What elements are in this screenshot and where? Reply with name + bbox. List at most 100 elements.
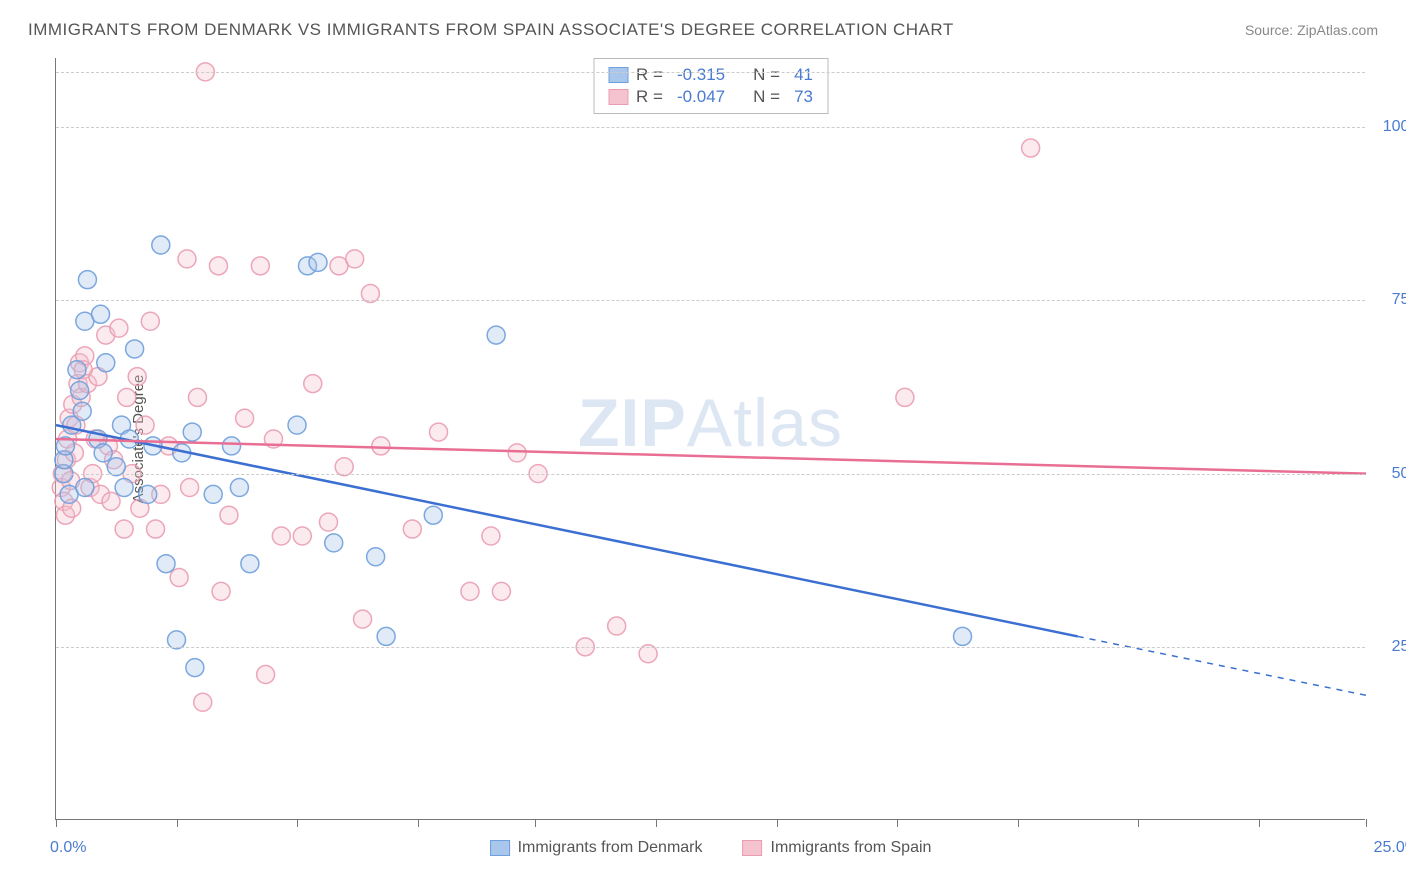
- data-point: [71, 382, 89, 400]
- gridline: [56, 300, 1365, 301]
- data-point: [346, 250, 364, 268]
- data-point: [68, 361, 86, 379]
- data-point: [309, 253, 327, 271]
- data-point: [204, 485, 222, 503]
- data-point: [430, 423, 448, 441]
- data-point: [482, 527, 500, 545]
- data-point: [157, 555, 175, 573]
- gridline: [56, 127, 1365, 128]
- source-attribution: Source: ZipAtlas.com: [1245, 22, 1378, 38]
- data-point: [73, 402, 91, 420]
- swatch-denmark-icon: [490, 840, 510, 856]
- swatch-denmark: [608, 67, 628, 83]
- x-tick: [1018, 819, 1019, 827]
- data-point: [139, 485, 157, 503]
- data-point: [230, 478, 248, 496]
- data-point: [487, 326, 505, 344]
- data-point: [367, 548, 385, 566]
- data-point: [372, 437, 390, 455]
- data-point: [94, 444, 112, 462]
- data-point: [212, 582, 230, 600]
- data-point: [194, 693, 212, 711]
- data-point: [78, 271, 96, 289]
- data-point: [223, 437, 241, 455]
- x-tick: [1366, 819, 1367, 827]
- gridline: [56, 72, 1365, 73]
- data-point: [188, 388, 206, 406]
- r-label: R =: [636, 87, 663, 107]
- x-tick: [1259, 819, 1260, 827]
- x-tick: [56, 819, 57, 827]
- data-point: [186, 659, 204, 677]
- data-point: [236, 409, 254, 427]
- data-point: [92, 305, 110, 323]
- bottom-legend: Immigrants from Denmark Immigrants from …: [490, 839, 932, 857]
- data-point: [136, 416, 154, 434]
- plot-area: Associate's Degree ZIPAtlas R = -0.315 N…: [55, 58, 1365, 820]
- n-value-spain: 73: [794, 87, 813, 107]
- y-tick-label: 75.0%: [1392, 291, 1406, 309]
- swatch-spain-icon: [742, 840, 762, 856]
- data-point: [183, 423, 201, 441]
- data-point: [76, 478, 94, 496]
- data-point: [118, 388, 136, 406]
- data-point: [325, 534, 343, 552]
- data-point: [102, 492, 120, 510]
- data-point: [304, 375, 322, 393]
- r-value-spain: -0.047: [677, 87, 725, 107]
- r-value-denmark: -0.315: [677, 65, 725, 85]
- data-point: [508, 444, 526, 462]
- gridline: [56, 647, 1365, 648]
- x-axis-max-label: 25.0%: [1374, 839, 1406, 857]
- data-point: [170, 569, 188, 587]
- data-point: [141, 312, 159, 330]
- data-point: [354, 610, 372, 628]
- regression-line: [56, 439, 1366, 474]
- x-tick: [777, 819, 778, 827]
- data-point: [126, 340, 144, 358]
- y-tick-label: 50.0%: [1392, 465, 1406, 483]
- legend-item-denmark: Immigrants from Denmark: [490, 839, 703, 857]
- data-point: [424, 506, 442, 524]
- regression-line: [56, 425, 1078, 636]
- r-label: R =: [636, 65, 663, 85]
- gridline: [56, 474, 1365, 475]
- x-tick: [656, 819, 657, 827]
- data-point: [241, 555, 259, 573]
- legend-label-denmark: Immigrants from Denmark: [518, 839, 703, 857]
- data-point: [896, 388, 914, 406]
- n-label: N =: [753, 87, 780, 107]
- data-point: [288, 416, 306, 434]
- data-point: [128, 368, 146, 386]
- chart-svg: [56, 58, 1365, 819]
- data-point: [152, 236, 170, 254]
- data-point: [492, 582, 510, 600]
- n-label: N =: [753, 65, 780, 85]
- data-point: [209, 257, 227, 275]
- x-tick: [177, 819, 178, 827]
- data-point: [115, 520, 133, 538]
- data-point: [1022, 139, 1040, 157]
- data-point: [319, 513, 337, 531]
- regression-line-extrapolated: [1078, 636, 1366, 695]
- stats-legend-box: R = -0.315 N = 41 R = -0.047 N = 73: [593, 58, 828, 114]
- data-point: [181, 478, 199, 496]
- data-point: [272, 527, 290, 545]
- data-point: [147, 520, 165, 538]
- data-point: [115, 478, 133, 496]
- data-point: [220, 506, 238, 524]
- data-point: [97, 354, 115, 372]
- y-tick-label: 100.0%: [1383, 118, 1406, 136]
- data-point: [110, 319, 128, 337]
- x-tick: [897, 819, 898, 827]
- data-point: [178, 250, 196, 268]
- x-tick: [297, 819, 298, 827]
- legend-item-spain: Immigrants from Spain: [742, 839, 931, 857]
- data-point: [403, 520, 421, 538]
- x-tick: [535, 819, 536, 827]
- n-value-denmark: 41: [794, 65, 813, 85]
- data-point: [608, 617, 626, 635]
- swatch-spain: [608, 89, 628, 105]
- stats-row-spain: R = -0.047 N = 73: [608, 87, 813, 107]
- data-point: [257, 666, 275, 684]
